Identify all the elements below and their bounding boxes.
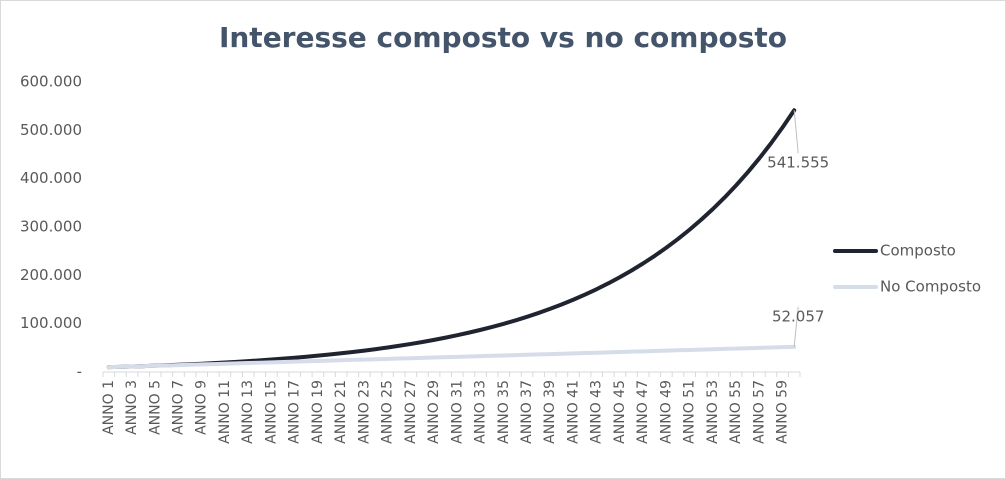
x-tick-label: ANNO 31 <box>449 380 465 444</box>
x-tick-label: ANNO 11 <box>217 380 233 444</box>
label-leader <box>793 110 799 154</box>
y-tick-label: 200.000 <box>20 266 82 284</box>
x-tick-label: ANNO 59 <box>775 380 791 444</box>
x-tick-label: ANNO 7 <box>171 380 187 435</box>
y-tick-label: - <box>77 363 82 381</box>
y-tick-label: 500.000 <box>20 121 82 139</box>
y-tick-label: 300.000 <box>20 218 82 236</box>
x-tick-label: ANNO 45 <box>612 380 628 444</box>
y-tick-label: 400.000 <box>20 169 82 187</box>
x-tick-label: ANNO 5 <box>147 380 163 435</box>
x-tick-label: ANNO 47 <box>635 380 651 444</box>
x-tick-label: ANNO 57 <box>751 380 767 444</box>
chart-title: Interesse composto vs no composto <box>219 21 787 54</box>
x-tick-label: ANNO 19 <box>310 380 326 444</box>
y-tick-label: 100.000 <box>20 314 82 332</box>
x-tick-label: ANNO 25 <box>380 380 396 444</box>
x-tick-label: ANNO 37 <box>519 380 535 444</box>
x-tick-label: ANNO 3 <box>124 380 140 435</box>
x-tick-label: ANNO 9 <box>194 380 210 435</box>
data-label: 52.057 <box>772 307 825 325</box>
x-tick-label: ANNO 35 <box>496 380 512 444</box>
legend-label: Composto <box>880 242 956 260</box>
x-tick-label: ANNO 51 <box>682 380 698 444</box>
legend-label: No Composto <box>880 278 981 296</box>
x-tick-label: ANNO 53 <box>705 380 721 444</box>
x-tick-label: ANNO 17 <box>287 380 303 444</box>
x-tick-label: ANNO 49 <box>658 380 674 444</box>
label-leader <box>793 306 799 347</box>
x-tick-label: ANNO 55 <box>728 380 744 444</box>
series-line <box>106 344 797 370</box>
x-tick-label: ANNO 41 <box>565 380 581 444</box>
x-tick-label: ANNO 29 <box>426 380 442 444</box>
x-tick-label: ANNO 23 <box>356 380 372 444</box>
x-tick-label: ANNO 43 <box>589 380 605 444</box>
x-tick-label: ANNO 21 <box>333 380 349 444</box>
x-tick-label: ANNO 33 <box>473 380 489 444</box>
x-tick-label: ANNO 13 <box>240 380 256 444</box>
x-tick-label: ANNO 1 <box>101 380 117 435</box>
data-label: 541.555 <box>767 154 829 172</box>
x-tick-label: ANNO 39 <box>542 380 558 444</box>
y-tick-label: 600.000 <box>20 73 82 91</box>
x-tick-label: ANNO 27 <box>403 380 419 444</box>
x-tick-label: ANNO 15 <box>263 380 279 444</box>
